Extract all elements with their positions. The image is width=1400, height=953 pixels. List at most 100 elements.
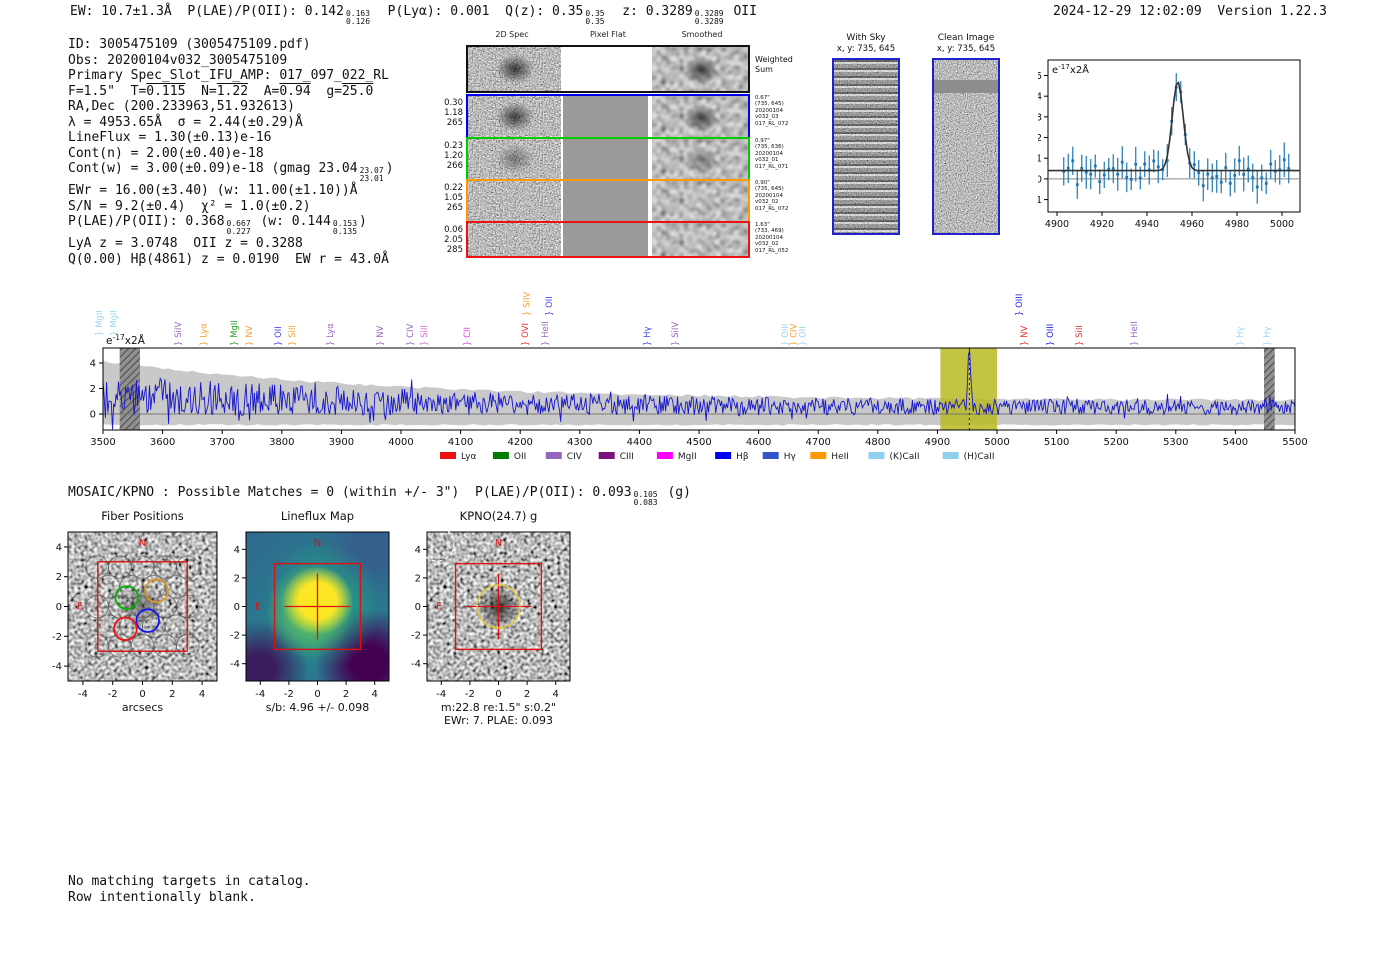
footer-note: No matching targets in catalog. Row inten… [68, 874, 311, 905]
emission-line-label: } OIII [1046, 324, 1056, 346]
selected-fiber [144, 578, 169, 604]
info-line: P(LAE)/P(OII): 0.368 0.667 0.227 (w: 0.144… [68, 214, 394, 236]
info-line: F=1.5" T=0.115 N=1.22 A=0.94 g=25.0 [68, 84, 394, 100]
text-segment: ) [385, 161, 394, 176]
text-segment: ID: 3005475109 (3005475109.pdf) [68, 37, 311, 52]
emission-line-label: } OIII [1015, 294, 1025, 316]
emission-line-label: } CIV [406, 323, 416, 346]
svg-text:-2: -2 [108, 689, 118, 700]
spec2d-row-right-labels: 0.97" (735, 636) 20200104 v032_01 017_RL_071 [755, 138, 789, 170]
svg-text:0: 0 [495, 689, 501, 700]
stacked-value: 0.3289 0.3289 [694, 9, 724, 26]
svg-text:5500: 5500 [1282, 437, 1307, 448]
svg-text:MgII: MgII [678, 452, 697, 462]
svg-text:5100: 5100 [1044, 437, 1069, 448]
extraction-box [97, 561, 188, 652]
text-segment: LineFlux = 1.30(±0.13)e-16 [68, 130, 272, 145]
spec2d-pixelflat [563, 47, 648, 91]
emission-line-label: } HeII [541, 321, 551, 346]
text-segment: Cont(w) = 3.00(±0.09)e-18 (gmag 23.04 [68, 161, 358, 176]
selected-fiber [114, 585, 140, 610]
svg-text:-1: -1 [1038, 195, 1042, 206]
emission-line-label: } Hγ [1263, 326, 1273, 346]
mosaic-match-line: MOSAIC/KPNO : Possible Matches = 0 (with… [68, 485, 691, 507]
svg-text:KPNO(24.7) g: KPNO(24.7) g [460, 509, 538, 523]
selected-fiber [113, 616, 138, 642]
emission-line-label: } OIII [781, 324, 791, 346]
svg-text:-4: -4 [78, 689, 88, 700]
svg-text:-4: -4 [255, 689, 265, 700]
svg-text:N: N [139, 538, 146, 549]
text-segment: z: 0.3289 [606, 4, 693, 19]
svg-text:0: 0 [1038, 174, 1042, 185]
spec2d-smoothed [652, 96, 748, 137]
text-segment: A= [248, 83, 280, 99]
text-segment: EW: 10.7±1.3Å P(LAE)/P(OII): 0.142 [70, 4, 344, 19]
svg-text:-2: -2 [284, 689, 294, 700]
legend-swatch [492, 452, 509, 459]
svg-text:4500: 4500 [686, 437, 711, 448]
svg-text:2: 2 [1038, 133, 1042, 144]
extraction-box [273, 562, 362, 651]
svg-text:5000: 5000 [984, 437, 1009, 448]
svg-text:2: 2 [56, 572, 62, 583]
spec2d-pixelflat [563, 223, 648, 256]
info-line: LyA z = 3.0748 OII z = 0.3288 [68, 236, 394, 252]
text-segment: 25.0 [341, 83, 374, 99]
text-segment: g= [310, 83, 342, 99]
emission-line-label: } Lyα [200, 323, 210, 346]
emission-line-label: } SiIV [671, 322, 681, 346]
info-line: ID: 3005475109 (3005475109.pdf) [68, 37, 394, 53]
svg-text:4100: 4100 [448, 437, 473, 448]
footer-line: No matching targets in catalog. [68, 874, 311, 889]
spec2d-image [468, 96, 561, 137]
svg-text:-2: -2 [411, 631, 421, 642]
svg-text:0: 0 [90, 410, 96, 421]
emission-line-label: } MgII [110, 310, 120, 336]
masked-band [934, 80, 998, 93]
svg-text:2: 2 [415, 573, 421, 584]
text-segment: Q(0.00) Hβ(4861) z = 0.0190 EW r = 43.0Å [68, 251, 389, 267]
svg-text:E: E [77, 602, 83, 613]
spec2d-row-right-labels: 1.63" (733, 469) 20200104 v032_02 017_RL_052 [755, 222, 789, 254]
svg-text:2: 2 [524, 689, 530, 700]
info-line: λ = 4953.65Å σ = 2.44(±0.29)Å [68, 115, 394, 131]
svg-text:0: 0 [314, 689, 320, 700]
emission-line-label: } CII [463, 327, 473, 346]
stacked-value: 0.667 0.227 [226, 219, 251, 236]
spec2d-row-fiber-2 [466, 137, 750, 181]
text-segment: F=1.5" T= [68, 83, 147, 99]
text-segment: ) [359, 214, 367, 229]
text-segment: EWr = 16.00(±3.40) (w: 11.00(±1.10))Å [68, 183, 358, 198]
svg-text:2: 2 [169, 689, 175, 700]
withSky-image [832, 58, 900, 235]
full-spectrum-plot: 3500 3600 3700 3800 3900 4000 4100 4200 4300 4400… [90, 292, 1308, 462]
svg-text:4: 4 [415, 545, 421, 556]
info-line: Cont(n) = 2.00(±0.40)e-18 [68, 146, 394, 162]
legend-swatch [868, 452, 885, 459]
svg-text:CIII: CIII [620, 452, 634, 462]
emission-line-label: } Hγ [643, 326, 653, 346]
line-fit-plot: 4900 4920 4940 4960 4980 5000 -1 0 1 2 3 4 5 e-17x2Å [1038, 59, 1301, 230]
legend-swatch [810, 452, 827, 459]
svg-text:3800: 3800 [269, 437, 294, 448]
emission-line-label: } HeII [1130, 321, 1140, 346]
spec2d-image [468, 223, 561, 256]
emission-line-label: } SiII [1075, 325, 1085, 346]
svg-text:0: 0 [56, 602, 62, 613]
svg-text:4940: 4940 [1135, 219, 1159, 230]
svg-text:EWr: 7. PLAE: 0.093: EWr: 7. PLAE: 0.093 [444, 714, 553, 727]
svg-text:m:22.8 re:1.5" s:0.2": m:22.8 re:1.5" s:0.2" [441, 701, 556, 714]
info-line: Primary Spec_Slot_IFU_AMP: 017_097_022_R… [68, 68, 394, 84]
text-segment: N= [185, 83, 217, 99]
spec2d-row-right-labels: 0.67" (735, 645) 20200104 v032_03 017_RL_072 [755, 95, 789, 127]
svg-text:5300: 5300 [1163, 437, 1188, 448]
spec2d-row-right-labels: 0.90" (735, 645) 20200104 v032_02 017_RL_072 [755, 180, 789, 212]
svg-text:4800: 4800 [865, 437, 890, 448]
svg-text:4400: 4400 [627, 437, 652, 448]
text-segment: P(Lyα): 0.001 Q(z): 0.35 [372, 4, 584, 19]
text-segment: S/N = 9.2(±0.4) χ² = 1.0(±0.2) [68, 198, 311, 214]
spec2d-col-header: Pixel Flat [590, 30, 626, 39]
svg-text:Lyα: Lyα [461, 452, 477, 462]
